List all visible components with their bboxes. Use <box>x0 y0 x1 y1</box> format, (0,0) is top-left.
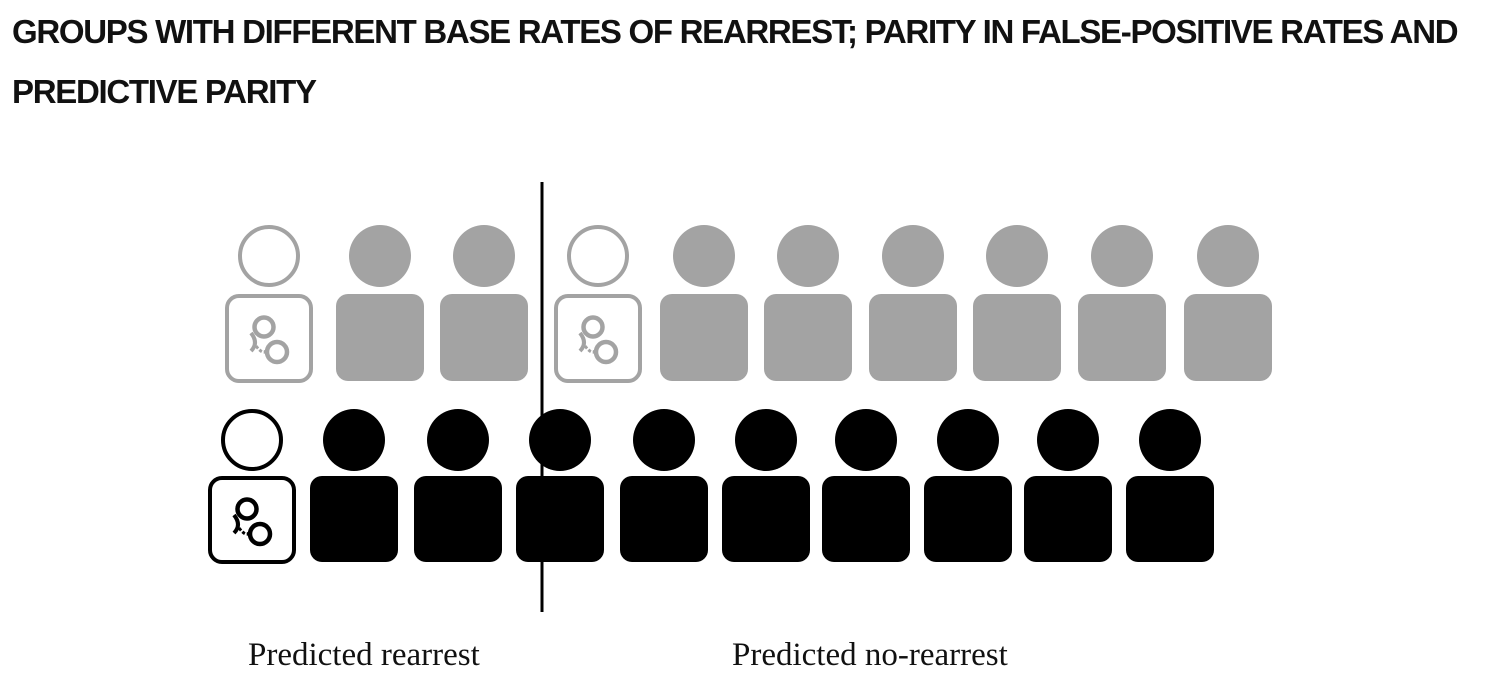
predicted-rearrest-label: Predicted rearrest <box>248 637 480 673</box>
person-icon <box>414 409 502 562</box>
figure-title: GROUPS WITH DIFFERENT BASE RATES OF REAR… <box>12 13 1459 110</box>
person-icon <box>1184 225 1272 381</box>
person-icon <box>973 225 1061 381</box>
person-icon <box>924 409 1012 562</box>
person-icon <box>225 225 313 383</box>
person-icon <box>1126 409 1214 562</box>
person-icon <box>440 225 528 381</box>
person-icon <box>336 225 424 381</box>
person-icon <box>554 225 642 383</box>
predicted-no-rearrest-label: Predicted no-rearrest <box>732 637 1008 673</box>
person-icon <box>1078 225 1166 381</box>
person-icon <box>660 225 748 381</box>
person-icon <box>869 225 957 381</box>
person-icon <box>310 409 398 562</box>
person-icon <box>516 409 604 562</box>
person-icon <box>764 225 852 381</box>
person-icon <box>620 409 708 562</box>
person-icon <box>1024 409 1112 562</box>
gray-group-row <box>225 225 1272 383</box>
person-icon <box>208 409 296 564</box>
black-group-row <box>208 409 1214 564</box>
person-icon <box>722 409 810 562</box>
person-icon <box>822 409 910 562</box>
